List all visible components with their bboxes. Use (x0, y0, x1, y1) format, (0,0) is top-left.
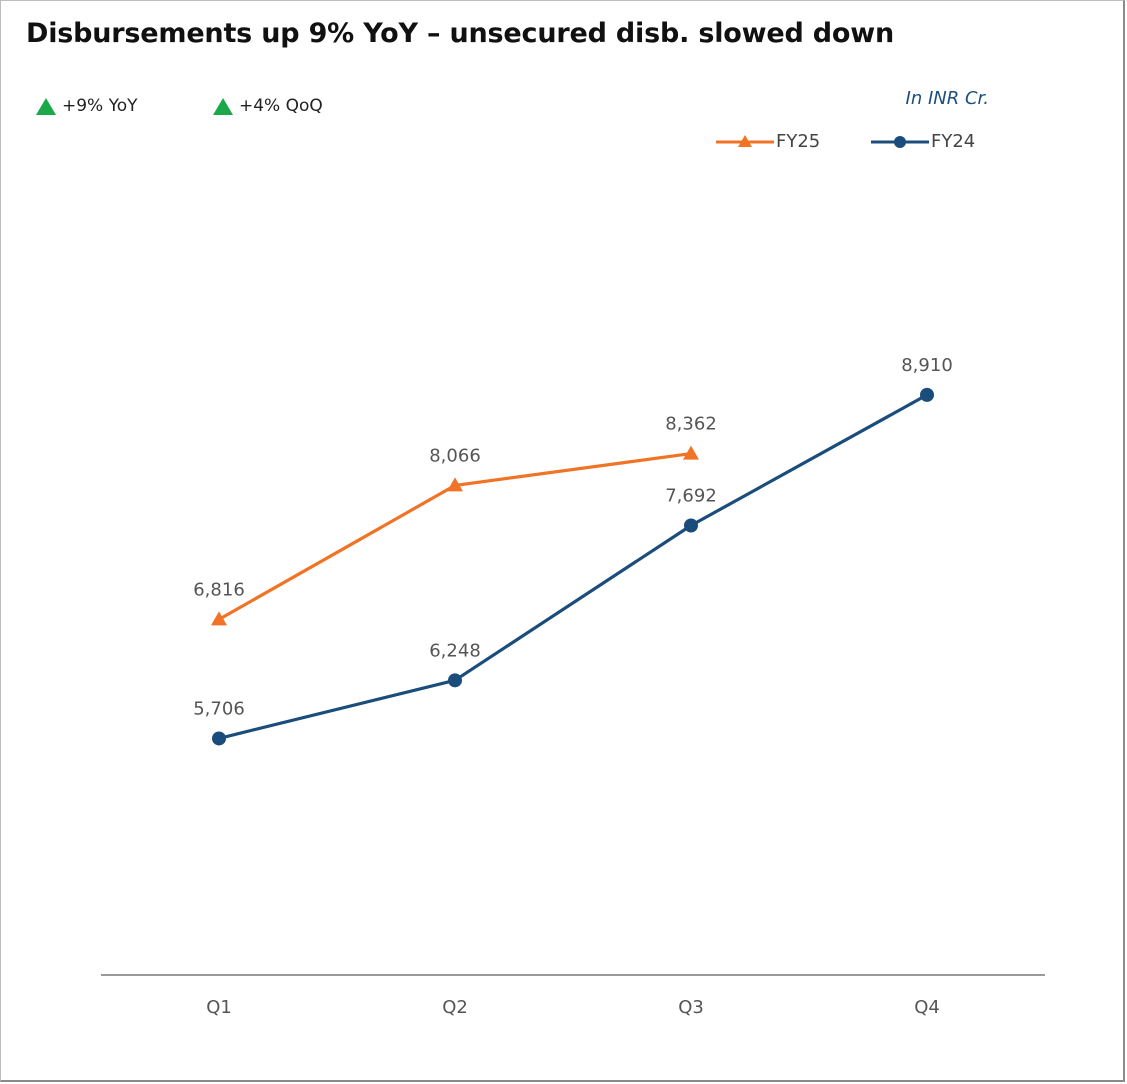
data-point-fy25 (211, 611, 227, 626)
legend-fy24-label: FY24 (931, 131, 976, 152)
x-tick-label: Q3 (678, 997, 704, 1018)
data-point-fy25 (447, 477, 463, 492)
legend-fy25-label: FY25 (776, 131, 821, 152)
x-tick-label: Q1 (206, 997, 232, 1018)
data-label-fy24: 7,692 (665, 485, 717, 506)
legend-fy24-line-icon (871, 135, 929, 148)
up-triangle-icon (213, 97, 233, 115)
data-point-fy24 (684, 518, 698, 533)
data-label-fy25: 6,816 (193, 579, 245, 600)
data-label-fy25: 8,066 (429, 445, 481, 466)
data-point-fy25 (683, 445, 699, 460)
data-label-fy24: 6,248 (429, 640, 481, 661)
x-tick-label: Q4 (914, 997, 940, 1018)
data-point-fy24 (212, 731, 226, 746)
kpi-yoy-text: +9% YoY (62, 96, 138, 116)
kpi-yoy: +9% YoY (36, 96, 138, 116)
kpi-qoq: +4% QoQ (213, 96, 323, 116)
data-label-fy25: 8,362 (665, 414, 717, 435)
unit-note: In INR Cr. (905, 88, 989, 109)
legend-fy25-line-icon (716, 134, 774, 147)
data-point-fy24 (920, 387, 934, 402)
series-line-fy24 (218, 393, 928, 740)
up-triangle-icon (36, 97, 56, 115)
chart-title: Disbursements up 9% YoY – unsecured disb… (26, 18, 895, 49)
kpi-qoq-text: +4% QoQ (239, 96, 323, 116)
legend-item-fy25: FY25 (716, 131, 820, 152)
x-tick-label: Q2 (442, 997, 468, 1018)
data-label-fy24: 5,706 (193, 698, 245, 719)
data-point-fy24 (448, 673, 462, 688)
data-label-fy24: 8,910 (901, 355, 953, 376)
legend-item-fy24: FY24 (871, 131, 975, 152)
